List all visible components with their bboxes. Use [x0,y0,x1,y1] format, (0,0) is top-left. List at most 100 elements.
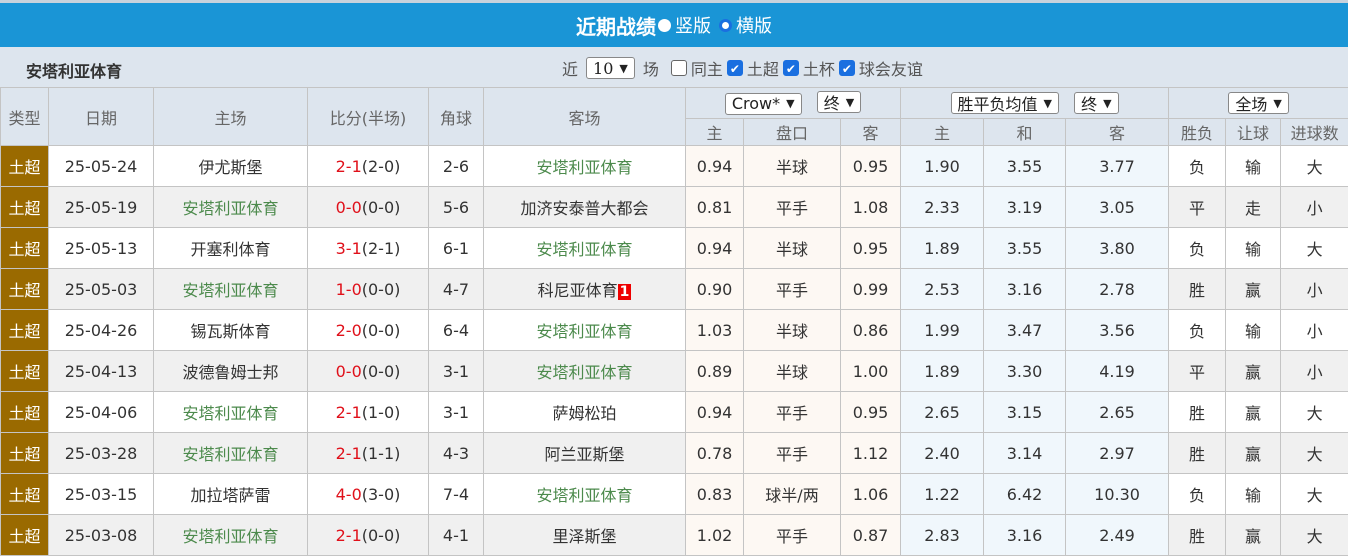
col-handicap-result: 让球 [1226,119,1281,146]
score-cell[interactable]: 2-0(0-0) [308,310,429,351]
home-team[interactable]: 开塞利体育 [154,228,308,269]
scope-select[interactable]: 全场▼ [1228,92,1288,114]
away-team-cell[interactable]: 安塔利亚体育 [484,310,686,351]
away-team: 安塔利亚体育 [536,363,632,382]
euro-home-odds: 2.53 [901,269,984,310]
score-cell[interactable]: 0-0(0-0) [308,351,429,392]
match-type[interactable]: 土超 [1,228,49,269]
filter-checkbox[interactable]: ✔ [783,60,799,76]
handicap-home-odds: 0.94 [686,392,744,433]
score-cell[interactable]: 2-1(0-0) [308,515,429,556]
score-cell[interactable]: 0-0(0-0) [308,187,429,228]
handicap-result: 输 [1226,228,1281,269]
corner-score: 4-7 [429,269,484,310]
match-result: 胜 [1169,392,1226,433]
match-type[interactable]: 土超 [1,392,49,433]
away-team-cell[interactable]: 安塔利亚体育 [484,228,686,269]
radio-horizontal[interactable] [719,19,732,32]
away-team-cell[interactable]: 安塔利亚体育 [484,474,686,515]
away-team-cell[interactable]: 萨姆松珀 [484,392,686,433]
handicap-stage-select[interactable]: 终▼ [817,91,861,113]
match-type[interactable]: 土超 [1,515,49,556]
home-team[interactable]: 伊尤斯堡 [154,146,308,187]
corner-score: 5-6 [429,187,484,228]
home-team[interactable]: 安塔利亚体育 [154,392,308,433]
full-time-score: 0-0 [336,362,362,381]
match-type[interactable]: 土超 [1,310,49,351]
away-team-cell[interactable]: 阿兰亚斯堡 [484,433,686,474]
away-team-cell[interactable]: 里泽斯堡 [484,515,686,556]
match-date: 25-04-13 [49,351,154,392]
col-corner: 角球 [429,88,484,146]
handicap-line: 半球 [744,146,841,187]
filter-checkbox[interactable]: ✔ [727,60,743,76]
euro-draw-odds: 3.16 [984,515,1066,556]
away-team: 安塔利亚体育 [536,240,632,259]
match-result: 平 [1169,351,1226,392]
handicap-home-odds: 0.89 [686,351,744,392]
filter-checkbox[interactable]: ✔ [839,60,855,76]
match-count-select[interactable]: 10▼ [586,57,635,79]
goals-result: 小 [1281,310,1348,351]
match-type[interactable]: 土超 [1,433,49,474]
filter-checkbox-label[interactable]: 土超 [747,56,779,80]
filter-checkbox-label[interactable]: 同主 [691,56,723,80]
home-team[interactable]: 安塔利亚体育 [154,269,308,310]
full-time-score: 3-1 [336,239,362,258]
euro-home-odds: 1.89 [901,351,984,392]
away-team: 安塔利亚体育 [536,486,632,505]
score-cell[interactable]: 2-1(1-0) [308,392,429,433]
radio-vertical[interactable] [658,19,671,32]
radio-horizontal-label[interactable]: 横版 [736,12,772,38]
match-type[interactable]: 土超 [1,146,49,187]
away-team: 阿兰亚斯堡 [544,445,624,464]
handicap-home-odds: 0.94 [686,228,744,269]
handicap-result: 输 [1226,474,1281,515]
handicap-result: 输 [1226,146,1281,187]
title-bar: 近期战绩 竖版 横版 [0,3,1348,47]
match-type[interactable]: 土超 [1,351,49,392]
euro-home-odds: 2.40 [901,433,984,474]
filter-checkbox-label[interactable]: 土杯 [803,56,835,80]
euro-home-odds: 1.99 [901,310,984,351]
home-team[interactable]: 锡瓦斯体育 [154,310,308,351]
score-cell[interactable]: 2-1(1-1) [308,433,429,474]
away-team-cell[interactable]: 加济安泰普大都会 [484,187,686,228]
radio-vertical-label[interactable]: 竖版 [675,12,711,38]
home-team[interactable]: 安塔利亚体育 [154,515,308,556]
euro-type-select[interactable]: 胜平负均值▼ [951,92,1059,114]
half-time-score: (0-0) [362,526,401,545]
score-cell[interactable]: 3-1(2-1) [308,228,429,269]
filter-checkbox[interactable] [671,60,687,76]
handicap-away-odds: 0.95 [841,146,901,187]
handicap-company-select[interactable]: Crow*▼ [725,93,802,115]
handicap-away-odds: 0.95 [841,392,901,433]
away-team-cell[interactable]: 安塔利亚体育 [484,146,686,187]
home-team[interactable]: 波德鲁姆士邦 [154,351,308,392]
match-type[interactable]: 土超 [1,187,49,228]
euro-away-odds: 2.78 [1066,269,1169,310]
home-team[interactable]: 安塔利亚体育 [154,187,308,228]
match-type[interactable]: 土超 [1,269,49,310]
score-cell[interactable]: 4-0(3-0) [308,474,429,515]
euro-draw-odds: 3.47 [984,310,1066,351]
scope-value: 全场 [1235,91,1267,115]
score-cell[interactable]: 1-0(0-0) [308,269,429,310]
score-cell[interactable]: 2-1(2-0) [308,146,429,187]
match-date: 25-03-28 [49,433,154,474]
home-team[interactable]: 加拉塔萨雷 [154,474,308,515]
match-type[interactable]: 土超 [1,474,49,515]
euro-stage-select[interactable]: 终▼ [1074,92,1118,114]
col-hc-home: 主 [686,119,744,146]
filter-checkbox-label[interactable]: 球会友谊 [859,56,923,80]
home-team[interactable]: 安塔利亚体育 [154,433,308,474]
red-card-badge: 1 [618,284,632,300]
match-result: 负 [1169,310,1226,351]
euro-stage-value: 终 [1081,91,1097,115]
handicap-home-odds: 0.94 [686,146,744,187]
away-team-cell[interactable]: 安塔利亚体育 [484,351,686,392]
